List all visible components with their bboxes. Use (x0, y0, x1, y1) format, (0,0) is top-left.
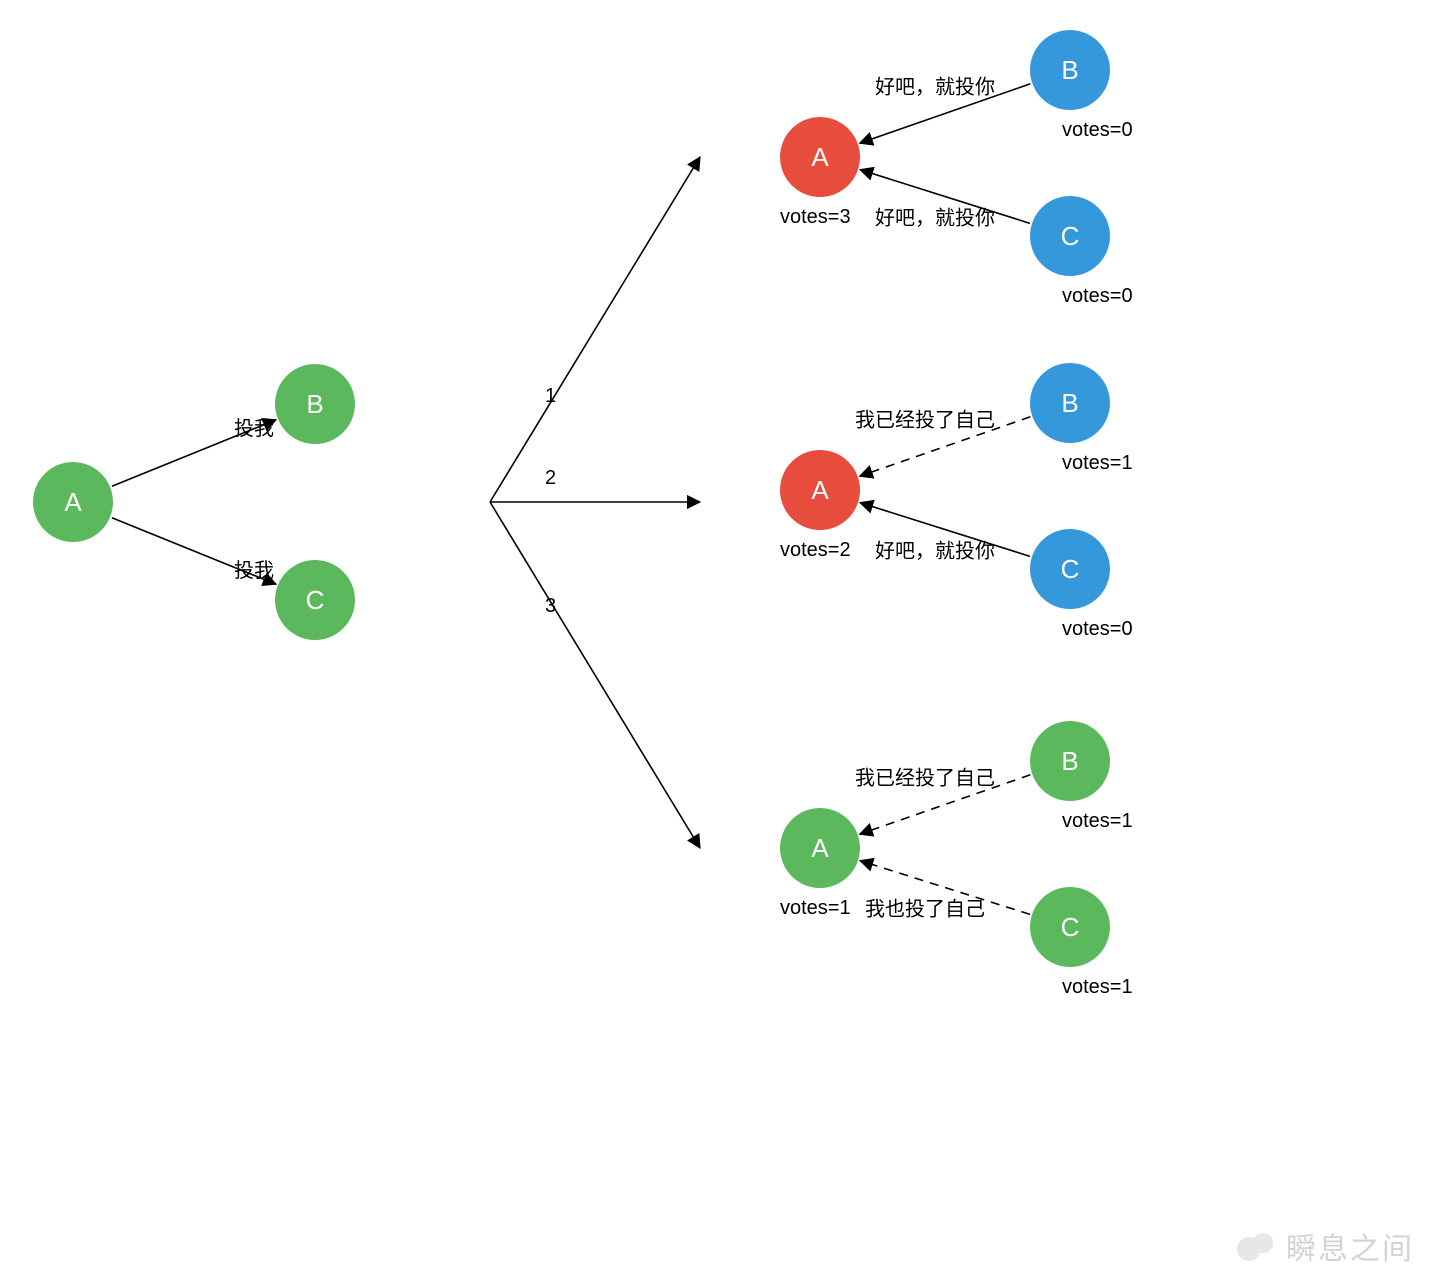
node-label: C (1061, 554, 1080, 584)
edge-label: 好吧，就投你 (875, 207, 995, 230)
node-R3C: C (1030, 887, 1110, 967)
branch-label: 1 (545, 385, 556, 407)
caption: votes=1 (1062, 810, 1133, 832)
node-label: C (1061, 912, 1080, 942)
node-R1C: C (1030, 196, 1110, 276)
branch-arrow (490, 157, 700, 502)
edge-label: 好吧，就投你 (875, 76, 995, 99)
node-label: B (306, 389, 323, 419)
node-R2A: A (780, 450, 860, 530)
node-label: C (306, 585, 325, 615)
node-LA: A (33, 462, 113, 542)
node-label: C (1061, 221, 1080, 251)
diagram-canvas: 123投我投我好吧，就投你好吧，就投你我已经投了自己好吧，就投你我已经投了自己我… (0, 0, 1432, 1282)
caption: votes=1 (1062, 976, 1133, 998)
edge-label: 好吧，就投你 (875, 540, 995, 563)
node-R1A: A (780, 117, 860, 197)
node-R2C: C (1030, 529, 1110, 609)
node-label: A (64, 487, 82, 517)
node-R1B: B (1030, 30, 1110, 110)
caption: votes=0 (1062, 119, 1133, 141)
branch-arrow (490, 502, 700, 848)
node-R3B: B (1030, 721, 1110, 801)
node-label: A (811, 142, 829, 172)
node-R3A: A (780, 808, 860, 888)
branch-label: 2 (545, 467, 556, 489)
caption: votes=3 (780, 206, 851, 228)
edge-label: 投我 (234, 559, 274, 582)
node-label: A (811, 475, 829, 505)
edge-label: 投我 (234, 417, 274, 440)
node-LB: B (275, 364, 355, 444)
caption: votes=0 (1062, 285, 1133, 307)
edge-label: 我已经投了自己 (855, 767, 995, 790)
node-label: B (1061, 746, 1078, 776)
caption: votes=1 (780, 897, 851, 919)
caption: votes=2 (780, 539, 851, 561)
node-label: B (1061, 55, 1078, 85)
caption: votes=1 (1062, 452, 1133, 474)
node-R2B: B (1030, 363, 1110, 443)
edge-label: 我也投了自己 (865, 898, 985, 921)
caption: votes=0 (1062, 618, 1133, 640)
node-LC: C (275, 560, 355, 640)
branch-label: 3 (545, 595, 556, 617)
node-label: B (1061, 388, 1078, 418)
node-label: A (811, 833, 829, 863)
edge-label: 我已经投了自己 (855, 409, 995, 432)
